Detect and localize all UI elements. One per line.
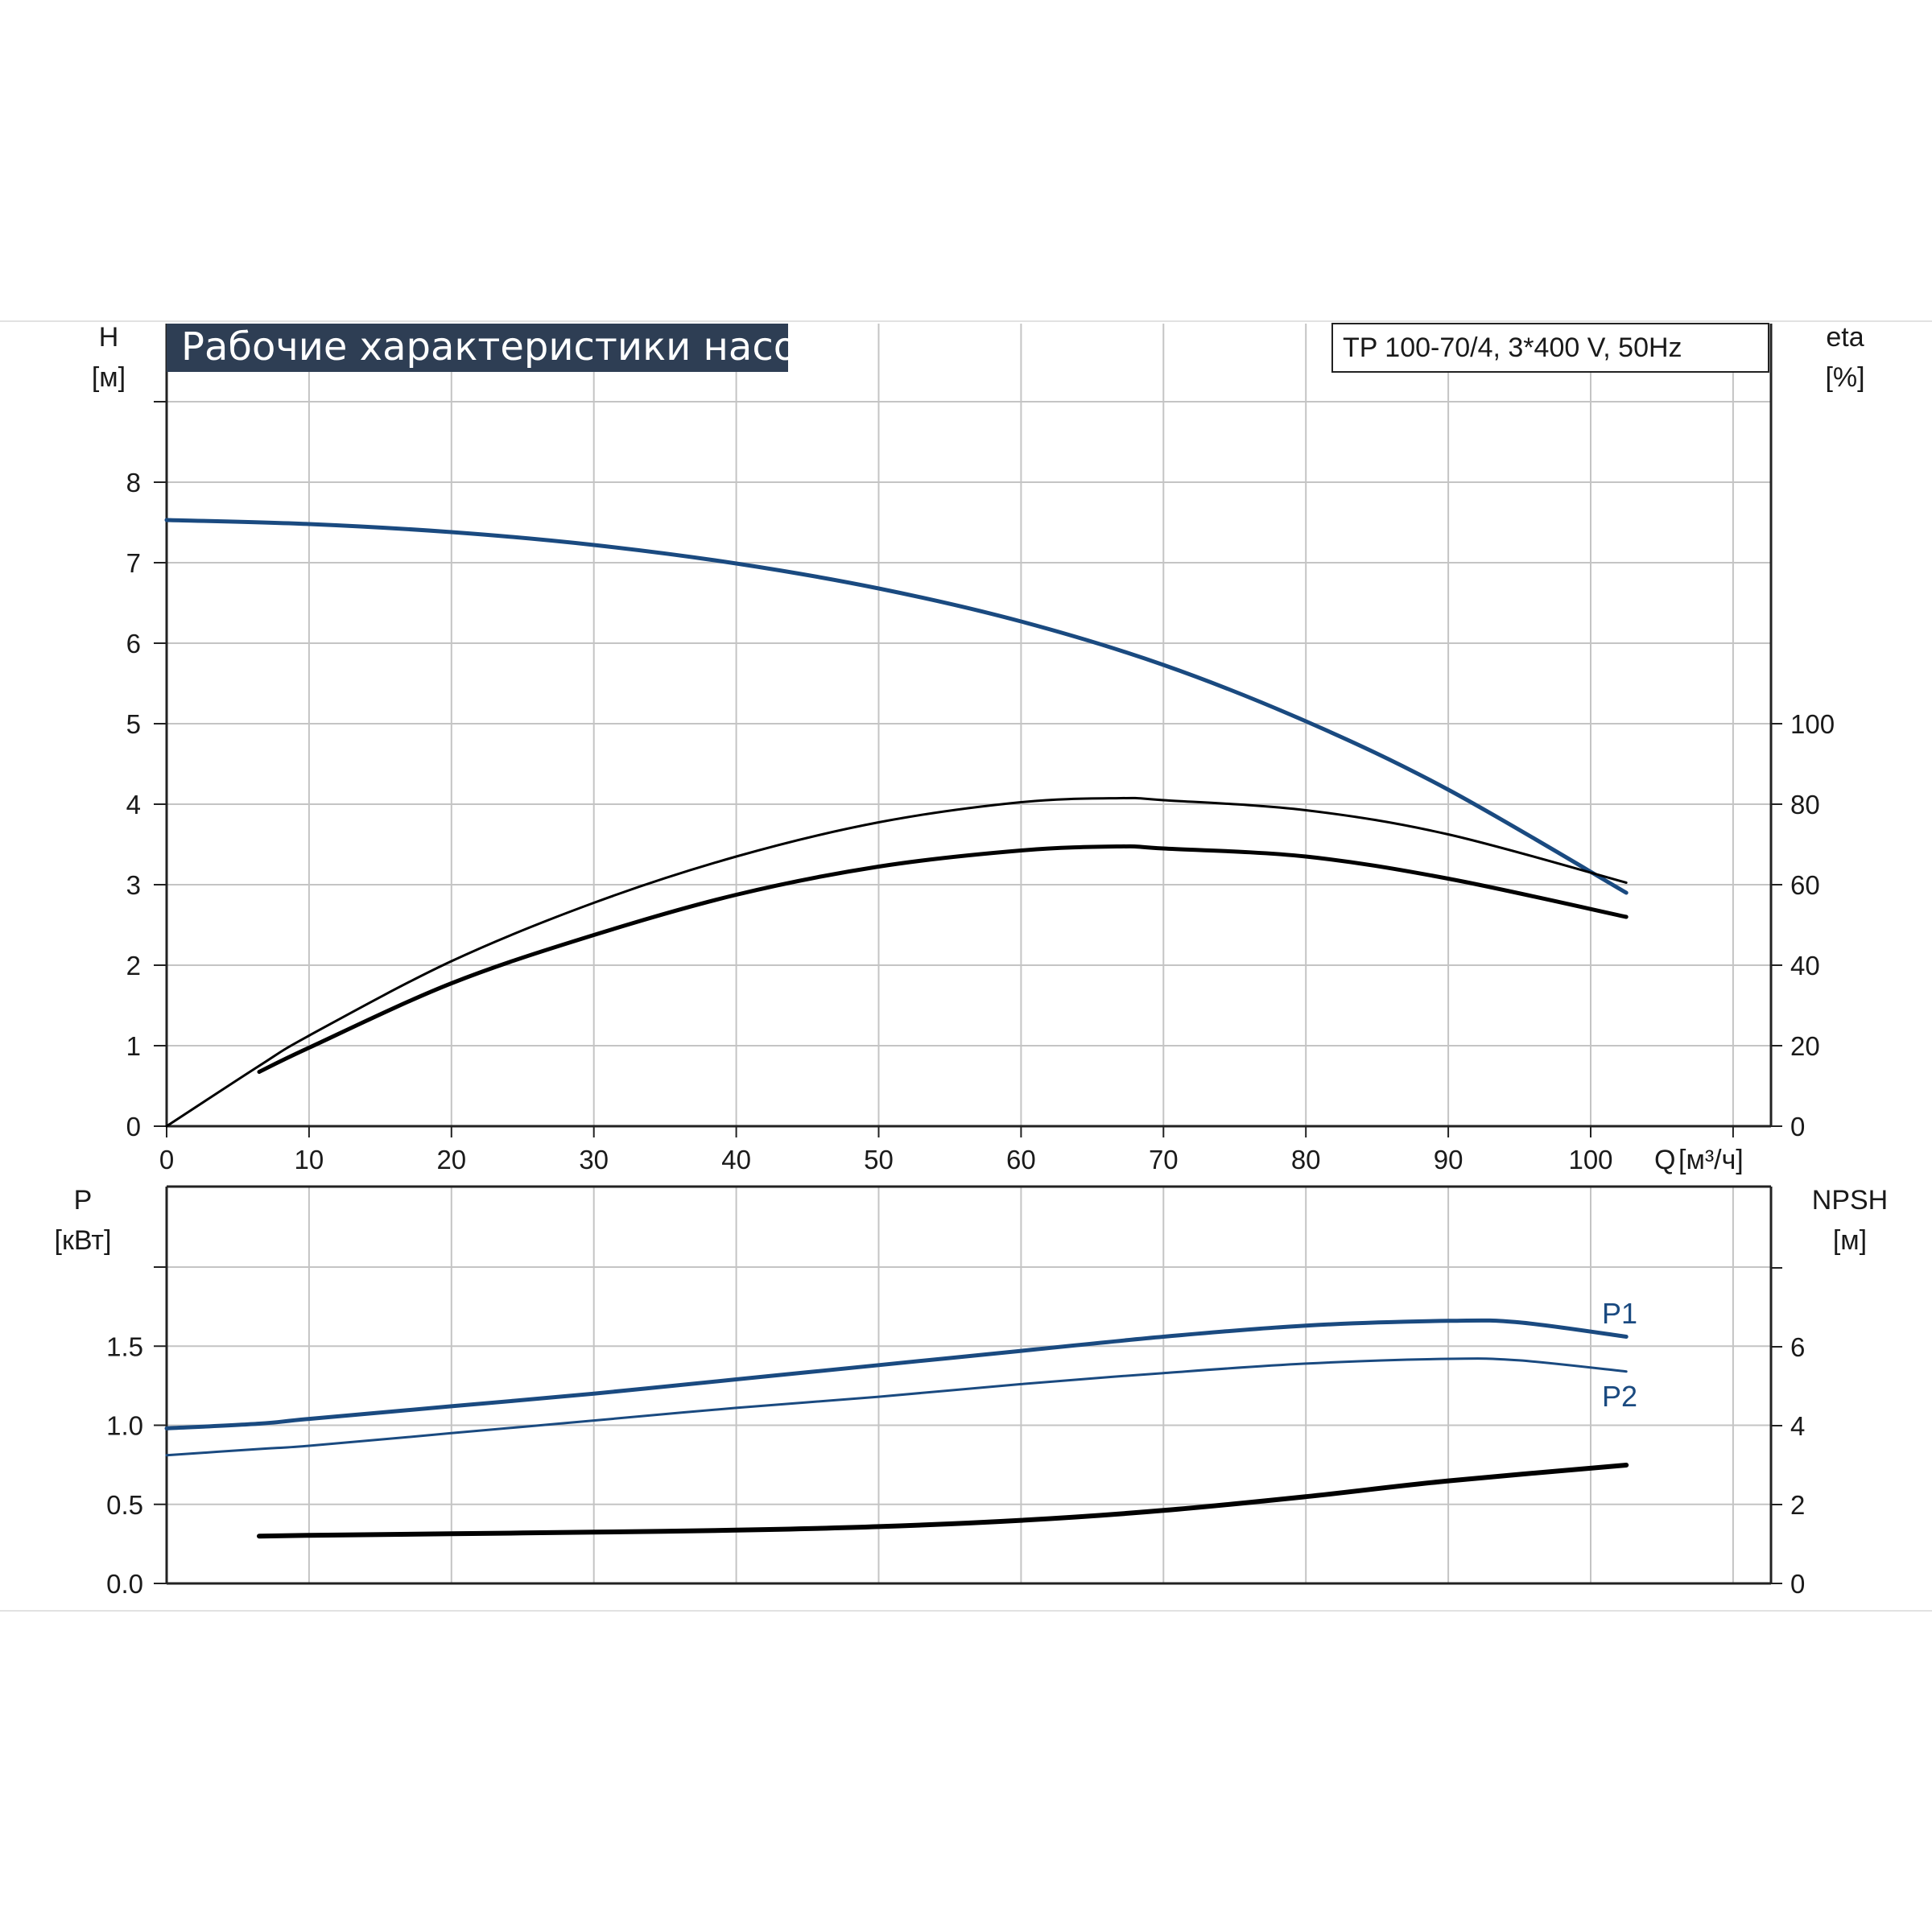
p2-label: P2 bbox=[1602, 1380, 1637, 1413]
chart-title: Рабочие характеристики насоса bbox=[181, 324, 842, 369]
efficiency-curve-1 bbox=[165, 796, 1628, 1128]
x-tick-label: 80 bbox=[1291, 1145, 1321, 1174]
h-tick-label: 4 bbox=[126, 790, 141, 819]
p1-label: P1 bbox=[1602, 1297, 1637, 1330]
p2-curve bbox=[165, 1357, 1628, 1457]
bottom-grid bbox=[167, 1187, 1771, 1583]
x-tick-label: 90 bbox=[1434, 1145, 1463, 1174]
x-tick-label: 10 bbox=[295, 1145, 324, 1174]
h-tick-label: 0 bbox=[126, 1112, 141, 1141]
x-axis-unit: [м³/ч] bbox=[1678, 1145, 1744, 1175]
tick-labels: 0 10 20 30 40 50 60 70 80 90 100012345678020406080… bbox=[106, 468, 1835, 1599]
npsh-curve bbox=[257, 1463, 1629, 1539]
h-tick-label: 8 bbox=[126, 468, 141, 497]
model-box bbox=[1331, 323, 1769, 373]
h-tick-label: 3 bbox=[126, 870, 141, 900]
p-tick-label: 1.5 bbox=[106, 1331, 143, 1361]
curves bbox=[164, 518, 1629, 1539]
top-y-right-label: eta bbox=[1826, 322, 1864, 353]
eta-tick-label: 100 bbox=[1790, 709, 1835, 739]
x-tick-label: 100 bbox=[1568, 1145, 1612, 1174]
eta-tick-label: 20 bbox=[1790, 1031, 1820, 1061]
npsh-tick-label: 4 bbox=[1790, 1411, 1805, 1441]
p-tick-label: 0.5 bbox=[106, 1490, 143, 1520]
eta-tick-label: 40 bbox=[1790, 951, 1820, 980]
h-tick-label: 6 bbox=[126, 629, 141, 658]
eta-tick-label: 60 bbox=[1790, 870, 1820, 900]
h-tick-label: 7 bbox=[126, 548, 141, 578]
bottom-y-right-unit: [м] bbox=[1833, 1225, 1867, 1256]
top-grid bbox=[167, 324, 1771, 1126]
top-y-left-unit: [м] bbox=[92, 362, 126, 393]
x-tick-label: 60 bbox=[1006, 1145, 1036, 1174]
x-tick-label: 50 bbox=[864, 1145, 894, 1174]
npsh-tick-label: 2 bbox=[1790, 1490, 1805, 1520]
x-tick-label: 30 bbox=[579, 1145, 609, 1174]
bottom-y-left-unit: [кВт] bbox=[55, 1225, 112, 1256]
h-tick-label: 2 bbox=[126, 951, 141, 980]
axes bbox=[154, 324, 1782, 1585]
h-tick-label: 5 bbox=[126, 709, 141, 739]
npsh-tick-label: 0 bbox=[1790, 1569, 1805, 1599]
top-y-right-unit: [%] bbox=[1825, 362, 1864, 393]
title-box bbox=[167, 324, 788, 372]
p1-curve bbox=[164, 1318, 1629, 1430]
x-tick-label: 40 bbox=[721, 1145, 751, 1174]
h-tick-label: 1 bbox=[126, 1031, 141, 1061]
p-tick-label: 1.0 bbox=[106, 1411, 143, 1441]
efficiency-curve-2 bbox=[257, 844, 1629, 1074]
x-tick-label: 70 bbox=[1149, 1145, 1179, 1174]
eta-tick-label: 0 bbox=[1790, 1112, 1805, 1141]
eta-tick-label: 80 bbox=[1790, 790, 1820, 819]
bottom-y-right-label: NPSH bbox=[1812, 1185, 1888, 1216]
head-curve bbox=[164, 518, 1629, 895]
npsh-tick-label: 6 bbox=[1790, 1332, 1805, 1362]
p-tick-label: 0.0 bbox=[106, 1569, 143, 1599]
top-y-left-label: H bbox=[99, 322, 119, 353]
pump-model-label: TP 100-70/4, 3*400 V, 50Hz bbox=[1343, 332, 1682, 363]
x-tick-label: 20 bbox=[436, 1145, 466, 1174]
x-axis-label: Q bbox=[1654, 1145, 1675, 1175]
bottom-y-left-label: P bbox=[74, 1185, 93, 1216]
x-tick-label: 0 bbox=[159, 1145, 174, 1174]
